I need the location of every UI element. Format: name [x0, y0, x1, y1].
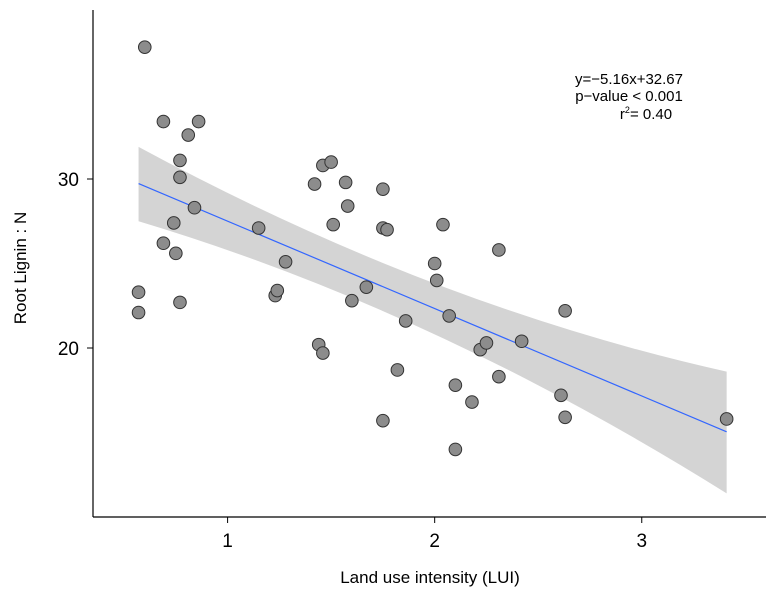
data-point [166, 216, 181, 230]
data-point [191, 114, 206, 129]
data-point [492, 243, 506, 257]
data-point [448, 442, 463, 457]
data-point [359, 280, 374, 294]
data-point [270, 283, 285, 298]
data-point [251, 221, 266, 235]
data-point [316, 346, 330, 360]
data-point [131, 285, 146, 300]
x-ticks: 1 2 3 [222, 517, 647, 552]
regression-annotation: y=−5.16x+32.67 p−value < 0.001 r2= 0.40 [575, 71, 683, 123]
data-point [436, 217, 450, 232]
data-point [492, 369, 506, 384]
data-point [137, 40, 152, 54]
data-point [558, 410, 572, 425]
y-tick-label: 30 [58, 170, 79, 191]
data-point [307, 177, 322, 191]
regression-equation: y=−5.16x+32.67 [575, 71, 683, 88]
data-point [278, 255, 293, 269]
data-point [554, 388, 568, 403]
data-point [514, 334, 529, 349]
data-point [173, 170, 187, 185]
data-point [442, 309, 456, 323]
confidence-band-layer [138, 146, 727, 494]
data-point [558, 304, 572, 318]
regression-p-value: p−value < 0.001 [575, 88, 683, 105]
data-point [156, 114, 171, 129]
data-point [173, 295, 187, 310]
regression-line-layer [138, 183, 727, 433]
data-point [131, 305, 146, 320]
data-point [326, 217, 341, 232]
data-point [181, 128, 196, 142]
data-point [173, 153, 187, 168]
x-axis-title: Land use intensity (LUI) [340, 568, 520, 587]
data-point [338, 175, 353, 190]
y-axis-title: Root Lignin : N [11, 212, 30, 324]
x-tick-label: 3 [636, 531, 647, 552]
data-point [380, 222, 394, 237]
x-tick-label: 1 [222, 531, 233, 552]
data-point [187, 200, 202, 215]
regression-line [138, 183, 727, 433]
x-tick-label: 2 [429, 531, 440, 552]
regression-r-squared: r2= 0.40 [620, 105, 672, 123]
data-point [324, 155, 338, 169]
data-point [448, 378, 463, 392]
data-point [398, 314, 413, 328]
data-point [376, 413, 390, 428]
y-tick-label: 20 [58, 339, 79, 360]
data-point [376, 182, 390, 196]
data-point [156, 236, 171, 251]
data-point [479, 336, 494, 350]
data-point [719, 412, 734, 426]
data-point [427, 256, 442, 271]
confidence-band [138, 146, 727, 494]
data-point [340, 199, 355, 213]
data-point [390, 363, 405, 377]
data-point [429, 273, 444, 288]
data-point [465, 395, 479, 409]
data-point [169, 246, 183, 261]
data-point [345, 293, 359, 308]
data-points-layer [131, 40, 734, 457]
